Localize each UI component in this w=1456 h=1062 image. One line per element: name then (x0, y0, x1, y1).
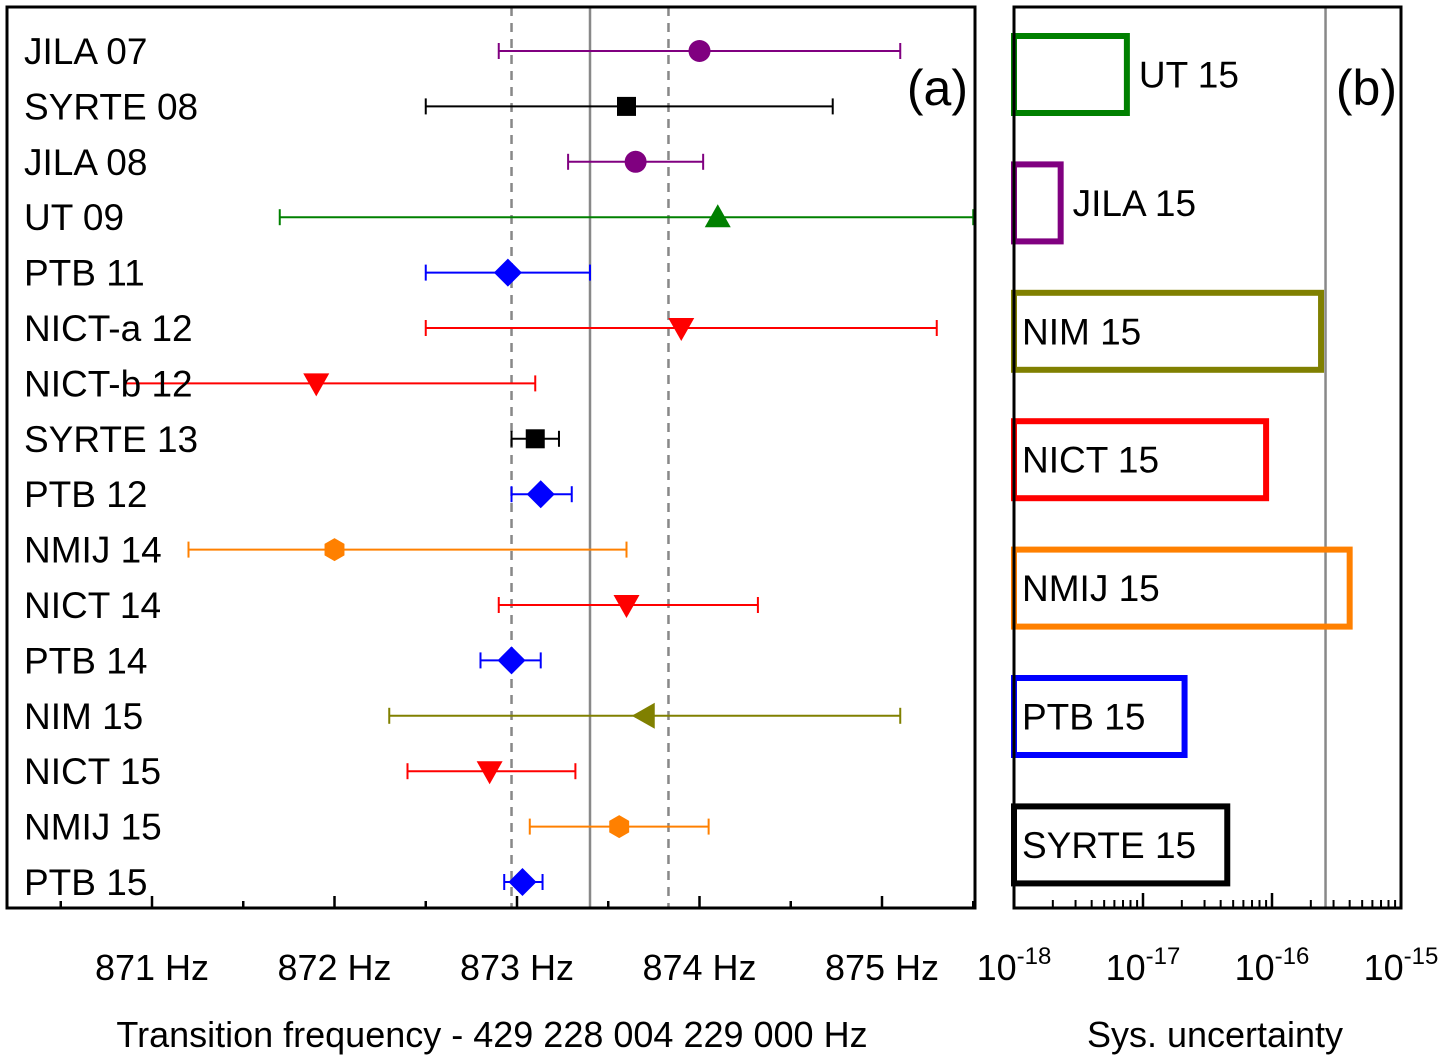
bar-label: NICT 15 (1022, 440, 1159, 481)
data-point (497, 40, 902, 62)
data-point (278, 204, 975, 228)
data-points (123, 40, 975, 896)
triangle-left-marker (631, 702, 655, 729)
bar-label: NIM 15 (1022, 311, 1141, 352)
panel-b-tag: (b) (1336, 60, 1397, 116)
bar: JILA 15 (1011, 161, 1196, 245)
panel-a-frame (5, 5, 977, 910)
bar-label: PTB 15 (1022, 697, 1145, 738)
x-tick-label: 10-17 (1106, 943, 1181, 988)
row-label: SYRTE 08 (24, 86, 198, 127)
row-label: NICT 14 (24, 585, 161, 626)
x-tick-label: 874 Hz (642, 947, 756, 988)
bar: PTB 15 (1011, 675, 1188, 758)
diamond-marker (493, 258, 522, 287)
panel-b: UT 15 JILA 15 NIM 15 NICT 15 NMIJ 15 PTB 15 SY… (977, 5, 1439, 1055)
bar: SYRTE 15 (1011, 803, 1231, 887)
x-tick-label: 875 Hz (825, 947, 939, 988)
bar: NIM 15 (1011, 289, 1325, 373)
x-tick-label: 10-16 (1235, 943, 1310, 988)
hexagon-marker (609, 815, 630, 839)
diamond-marker (497, 646, 526, 675)
bar-label: JILA 15 (1073, 183, 1196, 224)
bar: UT 15 (1011, 33, 1239, 116)
bar-rect (1011, 33, 1130, 116)
diamond-marker (508, 868, 537, 896)
row-label: PTB 12 (24, 474, 147, 515)
triangle-up-marker (704, 204, 731, 228)
triangle-down-marker (613, 595, 640, 618)
square-marker (617, 96, 636, 116)
diamond-marker (526, 480, 555, 509)
triangle-down-marker (668, 318, 695, 341)
data-point (187, 538, 628, 562)
row-label: PTB 11 (24, 253, 145, 294)
row-label: NMIJ 15 (24, 807, 162, 848)
data-point (424, 258, 591, 287)
x-tick-label: 10-15 (1364, 943, 1439, 988)
row-label: NICT-a 12 (24, 308, 193, 349)
bar: NICT 15 (1011, 418, 1270, 502)
row-label: NICT-b 12 (24, 363, 193, 404)
x-axis-ticks: 871 Hz 872 Hz 873 Hz 874 Hz 875 Hz (59, 896, 975, 988)
x-tick-label: 872 Hz (277, 947, 391, 988)
row-label: PTB 15 (24, 862, 147, 903)
data-point (510, 429, 560, 449)
x-tick-label: 10-18 (977, 943, 1052, 988)
data-point (388, 702, 902, 729)
panel-a: JILA 07 SYRTE 08 JILA 08 UT 09 PTB 11 NICT-a … (5, 5, 977, 1055)
row-label: JILA 08 (24, 142, 147, 183)
x-tick-label: 873 Hz (460, 947, 574, 988)
circle-marker (688, 40, 711, 62)
panel-b-frame (1012, 5, 1403, 910)
bar-label: SYRTE 15 (1022, 825, 1196, 866)
data-point (528, 815, 710, 839)
bar-label: NMIJ 15 (1022, 568, 1160, 609)
panel-b-x-axis-title: Sys. uncertainty (1087, 1014, 1343, 1055)
bar-label: UT 15 (1139, 55, 1239, 96)
row-label: NMIJ 14 (24, 530, 162, 571)
x-tick-label: 871 Hz (95, 947, 209, 988)
data-point (510, 480, 573, 509)
row-label: JILA 07 (24, 31, 147, 72)
row-label: SYRTE 13 (24, 419, 198, 460)
data-point (479, 646, 542, 675)
row-label: PTB 14 (24, 640, 147, 681)
hexagon-marker (324, 538, 345, 562)
reference-lines (510, 7, 670, 908)
data-point (424, 318, 938, 341)
row-label: NICT 15 (24, 751, 161, 792)
panel-a-x-axis-title: Transition frequency - 429 228 004 229 0… (116, 1014, 867, 1055)
data-point (424, 96, 834, 116)
data-point (503, 868, 544, 896)
log-axis-ticks: 10-18 10-17 10-16 10-15 (977, 893, 1439, 988)
panel-a-tag: (a) (907, 60, 968, 116)
circle-marker (624, 150, 647, 173)
data-point (406, 761, 577, 785)
data-point (123, 373, 537, 397)
row-labels: JILA 07 SYRTE 08 JILA 08 UT 09 PTB 11 NICT-a … (24, 31, 198, 903)
triangle-down-marker (303, 373, 330, 397)
data-point (497, 595, 759, 618)
uncertainty-bars: UT 15 JILA 15 NIM 15 NICT 15 NMIJ 15 PTB 15 SY… (1011, 33, 1353, 887)
triangle-down-marker (476, 761, 503, 785)
bar: NMIJ 15 (1011, 546, 1353, 630)
row-label: NIM 15 (24, 696, 143, 737)
row-label: UT 09 (24, 197, 124, 238)
data-point (567, 150, 705, 173)
square-marker (525, 429, 545, 449)
bar-rect (1011, 161, 1064, 245)
